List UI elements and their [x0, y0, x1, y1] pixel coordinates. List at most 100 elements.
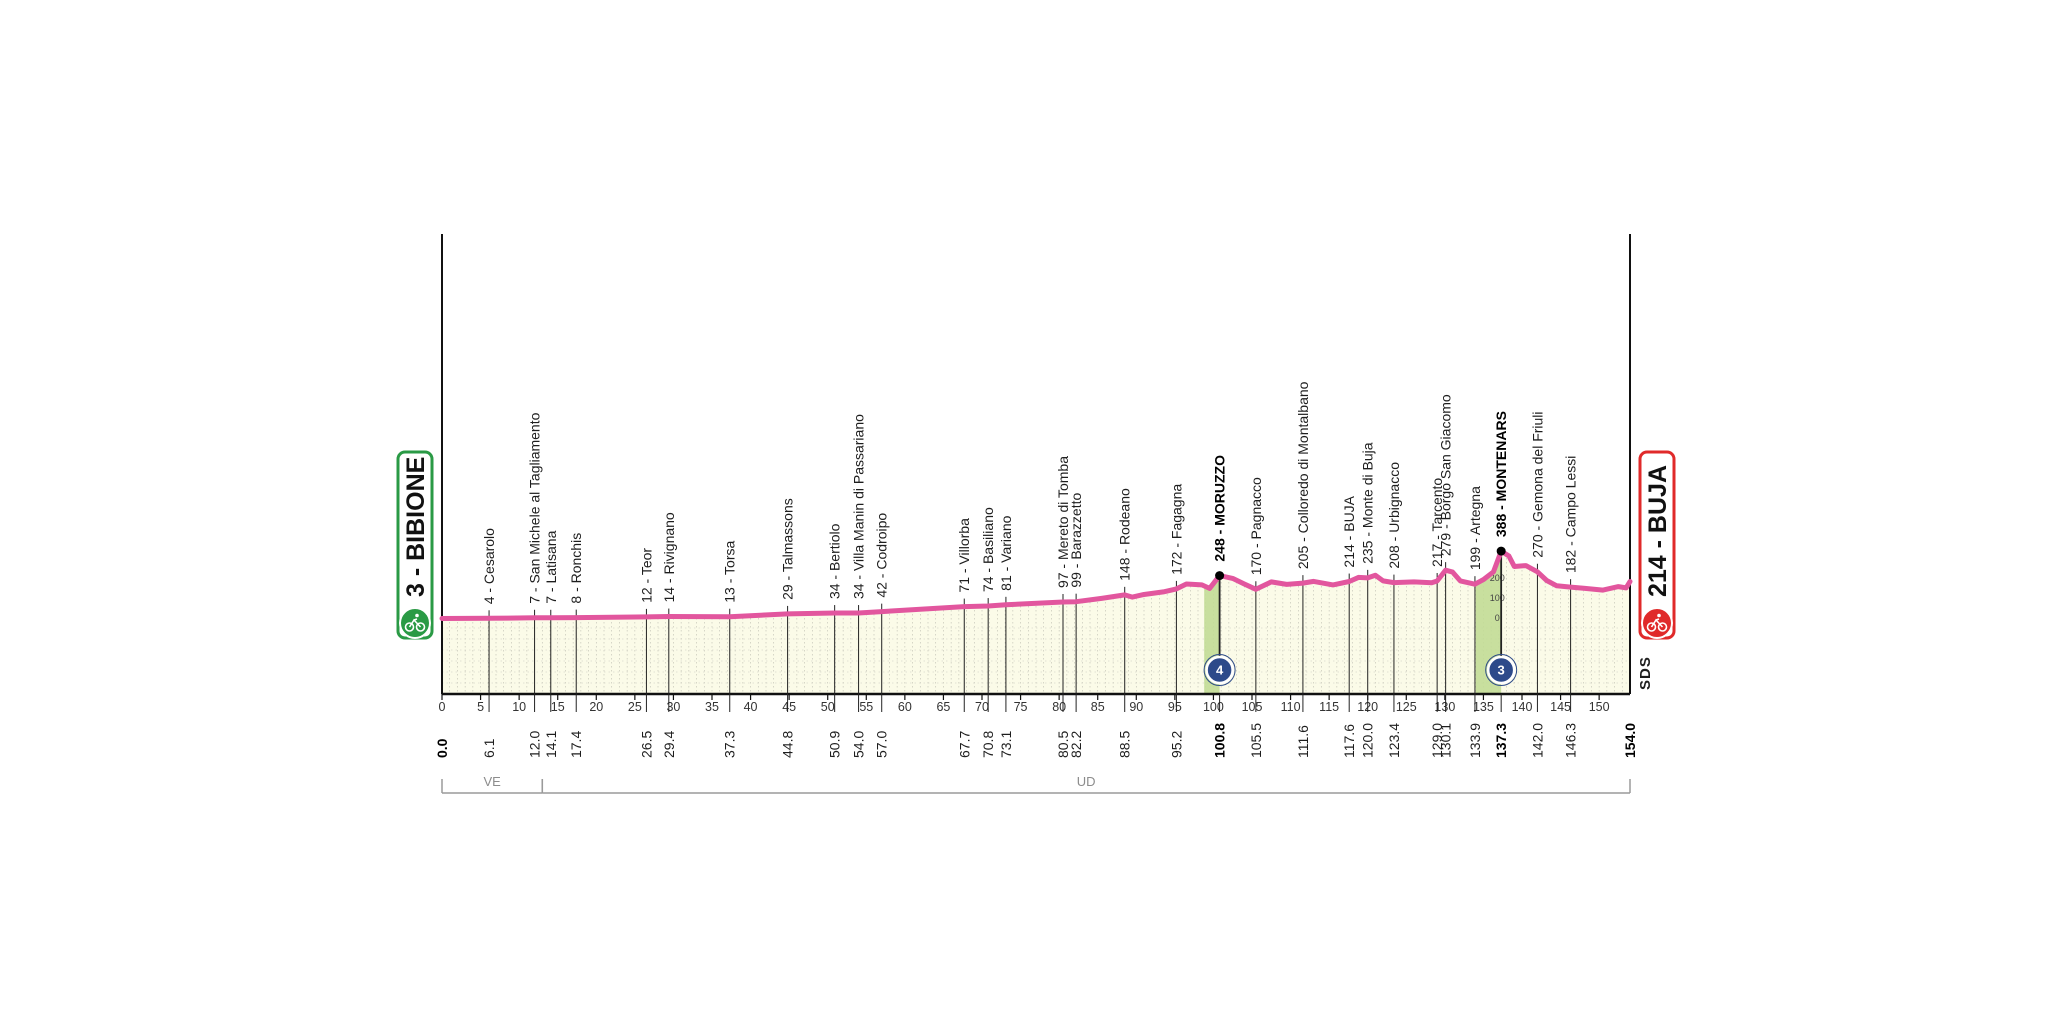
x-tick-label: 130	[1434, 700, 1455, 714]
axes-layer: 0 5 10 15 20 25 30 35 40 45 50 55 60 65 70 75 80 85 90 95 10…	[439, 234, 1631, 714]
waypoint-label: 217 - Tarcento	[1429, 478, 1445, 567]
x-tick-label: 140	[1512, 700, 1533, 714]
x-tick-label: 15	[551, 700, 565, 714]
x-tick-label: 0	[439, 700, 446, 714]
x-tick-label: 65	[936, 700, 950, 714]
waypoint-km-label: 88.5	[1117, 731, 1133, 758]
waypoint-label: 199 - Artegna	[1467, 486, 1483, 570]
x-tick-label: 90	[1129, 700, 1143, 714]
elevation-scale-label: 0	[1495, 613, 1500, 623]
waypoint-label: 148 - Rodeano	[1117, 488, 1133, 581]
waypoint-km-label: 37.3	[722, 731, 738, 758]
waypoint-label: 99 - Barazzetto	[1068, 493, 1084, 588]
waypoint-km-label: 120.0	[1360, 723, 1376, 758]
waypoint-label: 170 - Pagnacco	[1248, 477, 1264, 575]
waypoint-km-label: 133.9	[1467, 723, 1483, 758]
waypoint-label: 34 - Villa Manin di Passariano	[851, 414, 867, 599]
waypoint-km-label: 67.7	[956, 731, 972, 758]
waypoint-km-label: 123.4	[1386, 723, 1402, 758]
waypoint-km-label: 73.1	[998, 731, 1014, 758]
elevation-scale-label: 200	[1490, 573, 1505, 583]
x-tick-label: 20	[589, 700, 603, 714]
bicycle-rider-head	[415, 613, 419, 618]
waypoint-label: 388 - MONTENARS	[1493, 411, 1509, 537]
waypoint-km-label: 105.5	[1248, 723, 1264, 758]
elevation-scale-label: 100	[1490, 593, 1505, 603]
start-km-label: 0.0	[434, 738, 450, 758]
waypoint-km-label: 117.6	[1341, 724, 1357, 758]
waypoint-label: 235 - Monte di Buja	[1360, 442, 1376, 564]
waypoint-label: 74 - Basiliano	[980, 507, 996, 592]
bicycle-wheel-front	[415, 622, 426, 632]
x-tick-label: 110	[1281, 700, 1301, 714]
x-tick-label: 75	[1014, 700, 1028, 714]
profile-line-layer	[439, 548, 1633, 621]
waypoint-km-label: 142.0	[1529, 723, 1545, 758]
x-tick-label: 45	[782, 700, 796, 714]
x-tick-label: 5	[477, 700, 484, 714]
waypoint-label: 97 - Mereto di Tomba	[1055, 456, 1071, 588]
waypoint-label: 29 - Talmassons	[780, 498, 796, 600]
waypoint-label: 208 - Urbignacco	[1386, 462, 1402, 569]
markers-layer: 4 3 SDS	[1203, 546, 1654, 690]
finish-marker: 214 - BUJA	[1638, 450, 1676, 640]
waypoint-label: 279 - Borgo San Giacomo	[1438, 394, 1454, 556]
start-label: 3 - BIBIONE	[402, 457, 430, 597]
climb-category-badge	[1205, 655, 1234, 685]
x-tick-label: 150	[1589, 700, 1610, 714]
region-label: VE	[483, 774, 501, 789]
x-tick-label: 55	[859, 700, 873, 714]
finish-label: 214 - BUJA	[1644, 465, 1672, 597]
region-label: UD	[1077, 774, 1096, 789]
waypoint-label: 8 - Ronchis	[568, 533, 584, 604]
climb-category-badge	[1486, 655, 1516, 685]
x-tick-label: 145	[1550, 700, 1571, 714]
climb-summit-dot	[1496, 546, 1506, 556]
x-tick-label: 105	[1242, 700, 1263, 714]
waypoint-km-label: 129.0	[1429, 723, 1445, 758]
finish-icon-bg	[1641, 607, 1673, 639]
x-tick-label: 115	[1319, 700, 1339, 714]
x-tick-label: 100	[1203, 700, 1224, 714]
waypoint-km-label: 137.3	[1493, 723, 1509, 758]
x-tick-label: 50	[821, 700, 835, 714]
climb-category-badge-ring	[1485, 654, 1518, 686]
waypoint-km-label: 80.5	[1055, 731, 1071, 758]
waypoint-km-label: 29.4	[661, 731, 677, 758]
waypoint-label: 205 - Colloredo di Montalbano	[1295, 381, 1311, 569]
waypoint-label: 13 - Torsa	[722, 541, 738, 603]
waypoint-label: 7 - San Michele al Tagliamento	[527, 412, 543, 603]
start-icon-bg	[399, 607, 431, 639]
waypoint-label: 214 - BUJA	[1341, 495, 1357, 567]
start-marker: 3 - BIBIONE	[396, 450, 434, 640]
bicycle-wheel-front	[1657, 622, 1668, 632]
waypoint-label: 34 - Bertiolo	[827, 523, 843, 599]
endpoints-layer: 3 - BIBIONE 0.0 214 - BUJA 154.0	[396, 450, 1676, 758]
regions-layer: VE UD	[441, 774, 1631, 794]
climb-summit-dot	[1215, 571, 1225, 581]
bicycle-frame	[1650, 618, 1664, 628]
x-tick-label: 85	[1091, 700, 1105, 714]
bicycle-rider-head	[1657, 613, 1661, 618]
waypoint-km-label: 100.8	[1212, 723, 1228, 758]
x-tick-label: 40	[744, 700, 758, 714]
waypoint-km-label: 70.8	[980, 731, 996, 758]
climb-category-number: 3	[1498, 663, 1505, 678]
waypoint-label: 248 - MORUZZO	[1212, 455, 1228, 562]
brand-logo: SDS	[1637, 656, 1654, 690]
x-tick-label: 125	[1396, 700, 1417, 714]
waypoint-km-label: 50.9	[827, 731, 843, 758]
waypoint-label: 7 - Latisana	[543, 530, 559, 603]
bicycle-icon	[1646, 613, 1668, 632]
x-tick-label: 60	[898, 700, 912, 714]
finish-km-label: 154.0	[1622, 723, 1638, 758]
waypoint-km-label: 6.1	[481, 738, 497, 758]
waypoint-label: 42 - Codroipo	[874, 513, 890, 598]
waypoint-label: 12 - Teor	[638, 548, 654, 603]
waypoint-km-label: 17.4	[568, 731, 584, 758]
waypoint-km-label: 44.8	[780, 731, 796, 758]
waypoint-km-label: 111.6	[1295, 725, 1311, 758]
climb-category-badge-ring	[1203, 654, 1236, 686]
waypoint-km-label: 146.3	[1563, 723, 1579, 758]
